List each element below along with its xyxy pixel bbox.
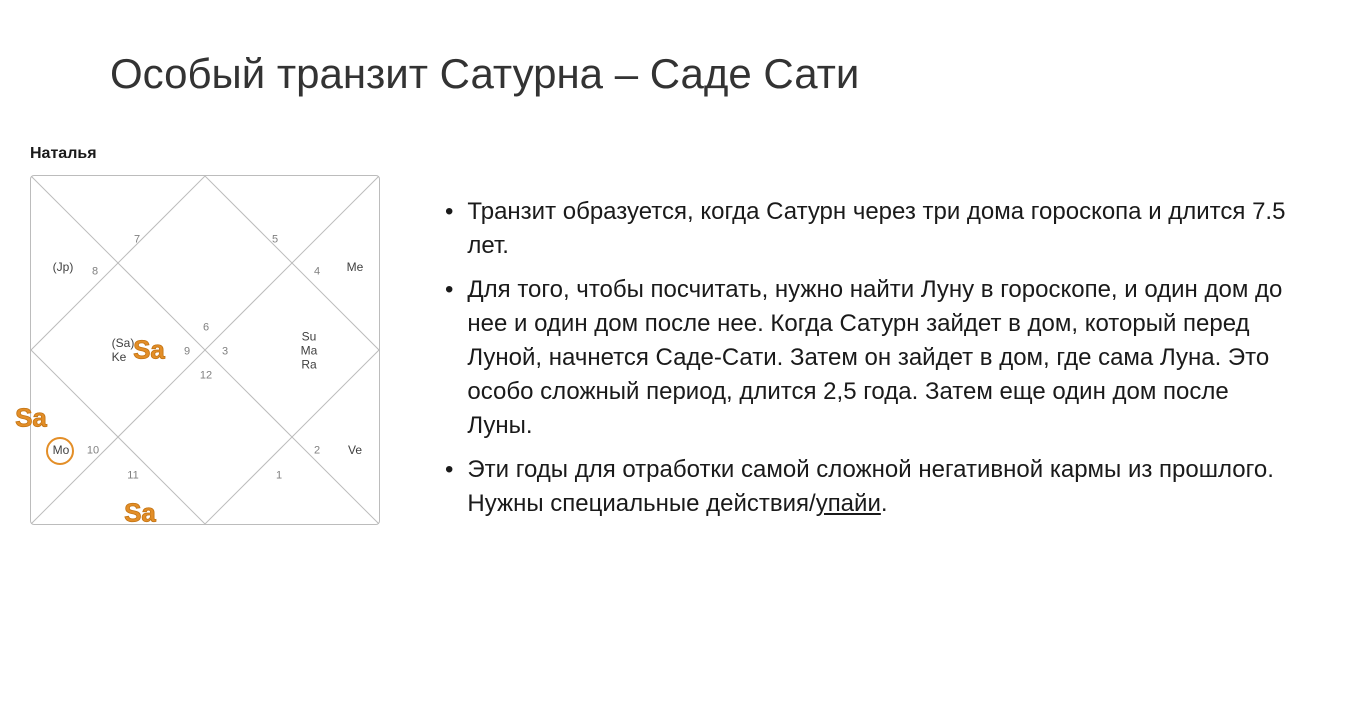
bullet-text: Эти годы для отработки самой сложной нег… [467, 453, 1290, 521]
house-4: 4 [314, 266, 320, 279]
bullet-list: • Транзит образуется, когда Сатурн через… [445, 195, 1290, 531]
planet-ve: Ve [348, 444, 362, 458]
house-2: 2 [314, 445, 320, 458]
chart-subject-name: Наталья [30, 145, 97, 163]
house-5: 5 [272, 234, 278, 247]
house-11: 11 [127, 470, 138, 483]
bullet-dot-icon: • [445, 453, 453, 521]
bullet-item: • Эти годы для отработки самой сложной н… [445, 453, 1290, 521]
underlined-word: упайи [816, 490, 881, 517]
house-3: 3 [222, 346, 228, 359]
house-7: 7 [134, 234, 140, 247]
slide-title: Особый транзит Сатурна – Саде Сати [110, 50, 859, 98]
transit-sa-anno-2: Sa [15, 403, 47, 434]
moon-highlight-circle [46, 437, 74, 465]
house-6: 6 [203, 322, 209, 335]
house-1: 1 [276, 470, 282, 483]
planet-sa-ke: (Sa)Ke [112, 337, 135, 365]
transit-sa-anno-1: Sa [133, 335, 165, 366]
chart-grid [31, 176, 379, 524]
bullet-dot-icon: • [445, 273, 453, 443]
vedic-chart: (Jp) Me (Sa)Ke SuMaRa Mo Ve 7 8 5 4 6 9 … [30, 175, 380, 525]
transit-sa-anno-3: Sa [124, 498, 156, 529]
bullet-dot-icon: • [445, 195, 453, 263]
bullet-text: Для того, чтобы посчитать, нужно найти Л… [467, 273, 1290, 443]
planet-me: Me [347, 261, 364, 275]
house-12: 12 [200, 370, 212, 383]
house-9: 9 [184, 346, 190, 359]
bullet-text: Транзит образуется, когда Сатурн через т… [467, 195, 1290, 263]
house-10: 10 [87, 445, 99, 458]
house-8: 8 [92, 266, 98, 279]
planet-jp: (Jp) [53, 261, 74, 275]
bullet-item: • Для того, чтобы посчитать, нужно найти… [445, 273, 1290, 443]
bullet-item: • Транзит образуется, когда Сатурн через… [445, 195, 1290, 263]
planet-su-ma-ra: SuMaRa [301, 330, 318, 371]
